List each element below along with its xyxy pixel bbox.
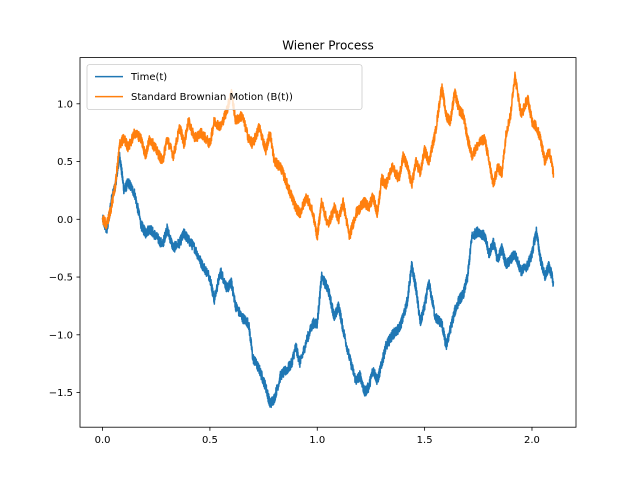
y-tick-label: −1.5 <box>49 388 73 399</box>
y-axis: −1.5 −1.0 −0.5 0.0 0.5 1.0 <box>49 99 80 399</box>
x-tick-label: 1.0 <box>309 435 325 446</box>
legend-entry: Time(t) <box>130 72 167 83</box>
legend-entry: Standard Brownian Motion (B(t)) <box>131 92 293 103</box>
x-tick-label: 0.5 <box>202 435 218 446</box>
x-tick-label: 0.0 <box>95 435 111 446</box>
y-tick-label: 1.0 <box>57 99 73 110</box>
y-tick-label: 0.0 <box>57 215 73 226</box>
chart-title: Wiener Process <box>282 39 374 53</box>
y-tick-label: 0.5 <box>57 157 73 168</box>
series-line-2 <box>101 71 555 241</box>
x-tick-label: 2.0 <box>524 435 540 446</box>
y-tick-label: −1.0 <box>49 330 73 341</box>
y-tick-label: −0.5 <box>49 273 73 284</box>
legend-box <box>86 64 363 110</box>
plot-frame <box>79 57 577 428</box>
x-axis: 0.0 0.5 1.0 1.5 2.0 <box>95 427 540 446</box>
x-tick-label: 1.5 <box>417 435 433 446</box>
series-layer <box>101 71 555 409</box>
legend: Time(t) Standard Brownian Motion (B(t)) <box>86 64 363 110</box>
series-line-1 <box>101 151 555 409</box>
